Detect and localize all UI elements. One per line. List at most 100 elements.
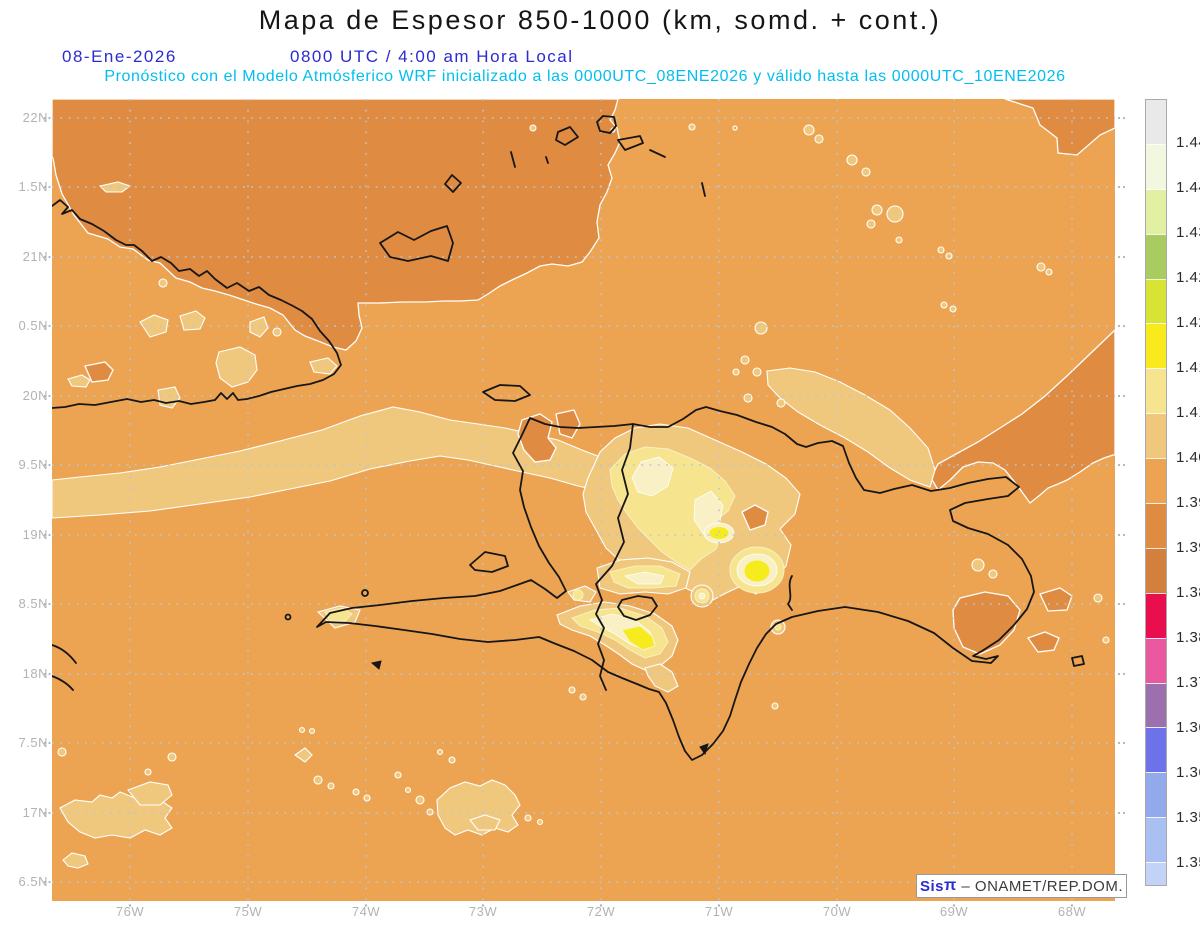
tick-dot bbox=[43, 185, 47, 189]
great-inagua bbox=[379, 225, 454, 262]
lake-enriquillo bbox=[617, 595, 658, 621]
tick-dot bbox=[481, 904, 485, 907]
colorbar-value: 1.398 bbox=[1176, 494, 1200, 511]
lon-label: 76W bbox=[115, 904, 145, 919]
thickness-maxima-regions bbox=[324, 446, 785, 659]
tick-dot bbox=[1117, 116, 1121, 120]
colorbar-segment bbox=[1146, 278, 1166, 324]
tick-dot bbox=[43, 741, 47, 745]
lon-label: 70W bbox=[822, 904, 852, 919]
tick-dot bbox=[599, 904, 603, 907]
mona-island bbox=[1071, 655, 1085, 667]
lat-label: 20N bbox=[22, 388, 48, 403]
lon-label: 71W bbox=[704, 904, 734, 919]
colorbar-segment bbox=[1146, 458, 1166, 504]
small-contour-dots bbox=[57, 123, 1053, 826]
tick-dot bbox=[1122, 324, 1126, 328]
lon-label: 73W bbox=[468, 904, 498, 919]
tick-dot bbox=[48, 394, 51, 398]
colorbar-value: 1.374 bbox=[1176, 674, 1200, 691]
lat-label: 19N bbox=[22, 527, 48, 542]
tick-dot bbox=[1122, 255, 1126, 259]
tick-dot bbox=[952, 904, 956, 907]
coastlines bbox=[52, 115, 1085, 761]
axis-ticks bbox=[43, 116, 1126, 907]
mayaguana bbox=[596, 115, 617, 134]
colorbar-value: 1.422 bbox=[1176, 314, 1200, 331]
tick-dot bbox=[1117, 602, 1121, 606]
tick-dot bbox=[1117, 811, 1121, 815]
colorbar-value: 1.434 bbox=[1176, 224, 1200, 241]
tick-dot bbox=[48, 880, 51, 884]
little-inagua bbox=[444, 174, 462, 193]
tick-dot bbox=[43, 463, 47, 467]
colorbar bbox=[1145, 99, 1167, 886]
lon-label: 72W bbox=[586, 904, 616, 919]
colorbar-segment bbox=[1146, 682, 1166, 728]
tick-dot bbox=[48, 672, 51, 676]
tick-dot bbox=[43, 394, 47, 398]
colorbar-value: 1.356 bbox=[1176, 809, 1200, 826]
caicos-main bbox=[617, 135, 644, 151]
lat-label: 9.5N bbox=[18, 457, 48, 472]
colorbar-segment bbox=[1146, 592, 1166, 638]
page-title: Mapa de Espesor 850-1000 (km, somd. + co… bbox=[258, 5, 942, 35]
hispaniola-coastline bbox=[316, 406, 1035, 761]
tick-dot bbox=[1117, 741, 1121, 745]
tick-dot bbox=[48, 533, 51, 537]
tick-dot bbox=[1122, 185, 1126, 189]
colorbar-segment bbox=[1146, 100, 1166, 144]
tick-dot bbox=[1122, 811, 1126, 815]
tick-dot bbox=[43, 116, 47, 120]
graticule-grid bbox=[52, 99, 1115, 901]
tick-dot bbox=[1122, 463, 1126, 467]
tick-dot bbox=[1122, 533, 1126, 537]
colorbar-value: 1.404 bbox=[1176, 449, 1200, 466]
tick-dot bbox=[1117, 672, 1121, 676]
tick-dot bbox=[48, 741, 51, 745]
tick-dot bbox=[1117, 255, 1121, 259]
lon-label: 75W bbox=[233, 904, 263, 919]
jamaica-tip bbox=[52, 644, 77, 664]
tick-dot bbox=[364, 904, 368, 907]
tick-dot bbox=[1122, 394, 1126, 398]
colorbar-segment bbox=[1146, 188, 1166, 234]
run-date: 08-Ene-2026 bbox=[62, 47, 177, 66]
colorbar-value: 1.386 bbox=[1176, 584, 1200, 601]
tick-dot bbox=[1070, 904, 1074, 907]
tortue-island bbox=[482, 384, 531, 402]
colorbar-segment bbox=[1146, 233, 1166, 279]
tick-dot bbox=[1117, 324, 1121, 328]
colorbar-segment bbox=[1146, 817, 1166, 863]
tick-dot bbox=[1122, 602, 1126, 606]
colorbar-value: 1.416 bbox=[1176, 359, 1200, 376]
colorbar-value: 1.44 bbox=[1176, 179, 1200, 196]
colorbar-segment bbox=[1146, 637, 1166, 683]
colorbar-segment bbox=[1146, 727, 1166, 773]
forecast-caption: Pronóstico con el Modelo Atmósferico WRF… bbox=[104, 68, 1066, 85]
sispi-logo: Sis bbox=[919, 877, 944, 895]
tick-dot bbox=[1117, 533, 1121, 537]
colorbar-segment bbox=[1146, 772, 1166, 818]
colorbar-value: 1.392 bbox=[1176, 539, 1200, 556]
tick-dot bbox=[1117, 394, 1121, 398]
org-label: – ONAMET/REP.DOM. bbox=[956, 877, 1124, 895]
tick-dot bbox=[43, 672, 47, 676]
lon-label: 69W bbox=[939, 904, 969, 919]
tick-dot bbox=[1122, 741, 1126, 745]
lat-label: 8.5N bbox=[18, 596, 48, 611]
tick-dot bbox=[43, 880, 47, 884]
lat-label: 7.5N bbox=[18, 735, 48, 750]
tick-dot bbox=[128, 904, 132, 907]
colorbar-segment bbox=[1146, 413, 1166, 459]
lat-label: 0.5N bbox=[18, 318, 48, 333]
tick-dot bbox=[43, 533, 47, 537]
tick-dot bbox=[246, 904, 250, 907]
colorbar-value: 1.41 bbox=[1176, 404, 1200, 421]
lon-label: 68W bbox=[1057, 904, 1087, 919]
colorbar-segment bbox=[1146, 547, 1166, 593]
tick-dot bbox=[48, 324, 51, 328]
run-time: 0800 UTC / 4:00 am Hora Local bbox=[290, 47, 574, 66]
tick-dot bbox=[43, 602, 47, 606]
gonave-island bbox=[469, 551, 509, 573]
